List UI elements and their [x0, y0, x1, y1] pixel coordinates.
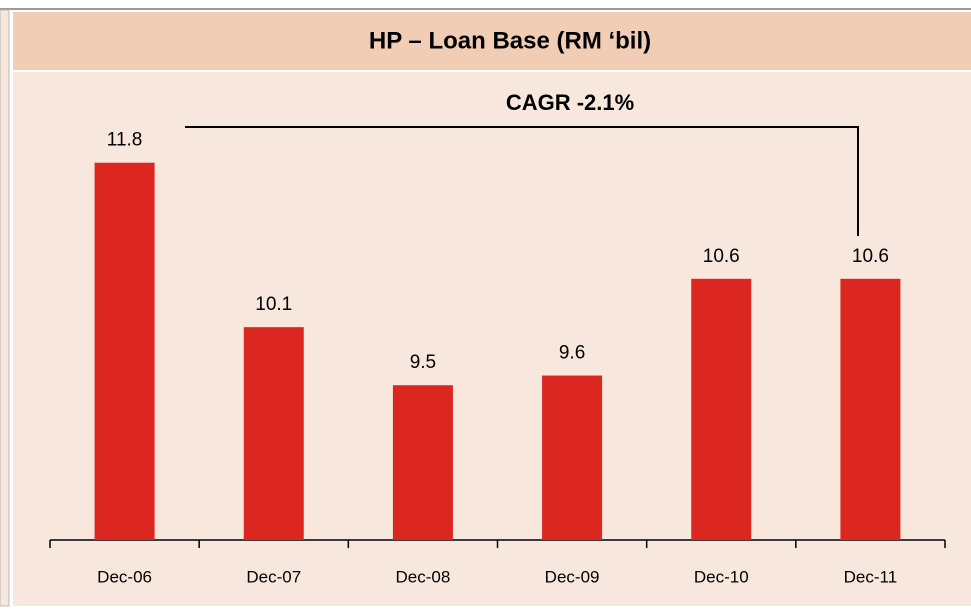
- bar: [542, 375, 603, 540]
- plot-panel: [13, 72, 971, 606]
- value-label: 10.6: [852, 246, 889, 267]
- value-label: 10.6: [703, 246, 740, 267]
- value-label: 9.5: [410, 352, 436, 373]
- bar: [392, 385, 453, 540]
- x-tick-label: Dec-11: [844, 567, 898, 586]
- chart-title: HP – Loan Base (RM ‘bil): [369, 27, 651, 54]
- bar: [94, 162, 155, 540]
- x-tick-label: Dec-07: [246, 567, 301, 586]
- value-label: 10.1: [255, 294, 292, 315]
- cagr-bracket: [185, 126, 859, 236]
- bar: [691, 278, 752, 540]
- bar: [243, 327, 304, 540]
- x-tick-label: Dec-06: [97, 567, 152, 586]
- value-label: 11.8: [107, 130, 143, 151]
- x-tick-label: Dec-09: [545, 567, 600, 586]
- header-band: [13, 12, 971, 70]
- value-label: 9.6: [559, 343, 585, 364]
- x-tick-label: Dec-08: [396, 567, 451, 586]
- bar: [840, 278, 901, 540]
- side-strip: [0, 9, 10, 607]
- x-tick-label: Dec-10: [694, 567, 749, 586]
- annotation: CAGR -2.1%: [506, 90, 634, 115]
